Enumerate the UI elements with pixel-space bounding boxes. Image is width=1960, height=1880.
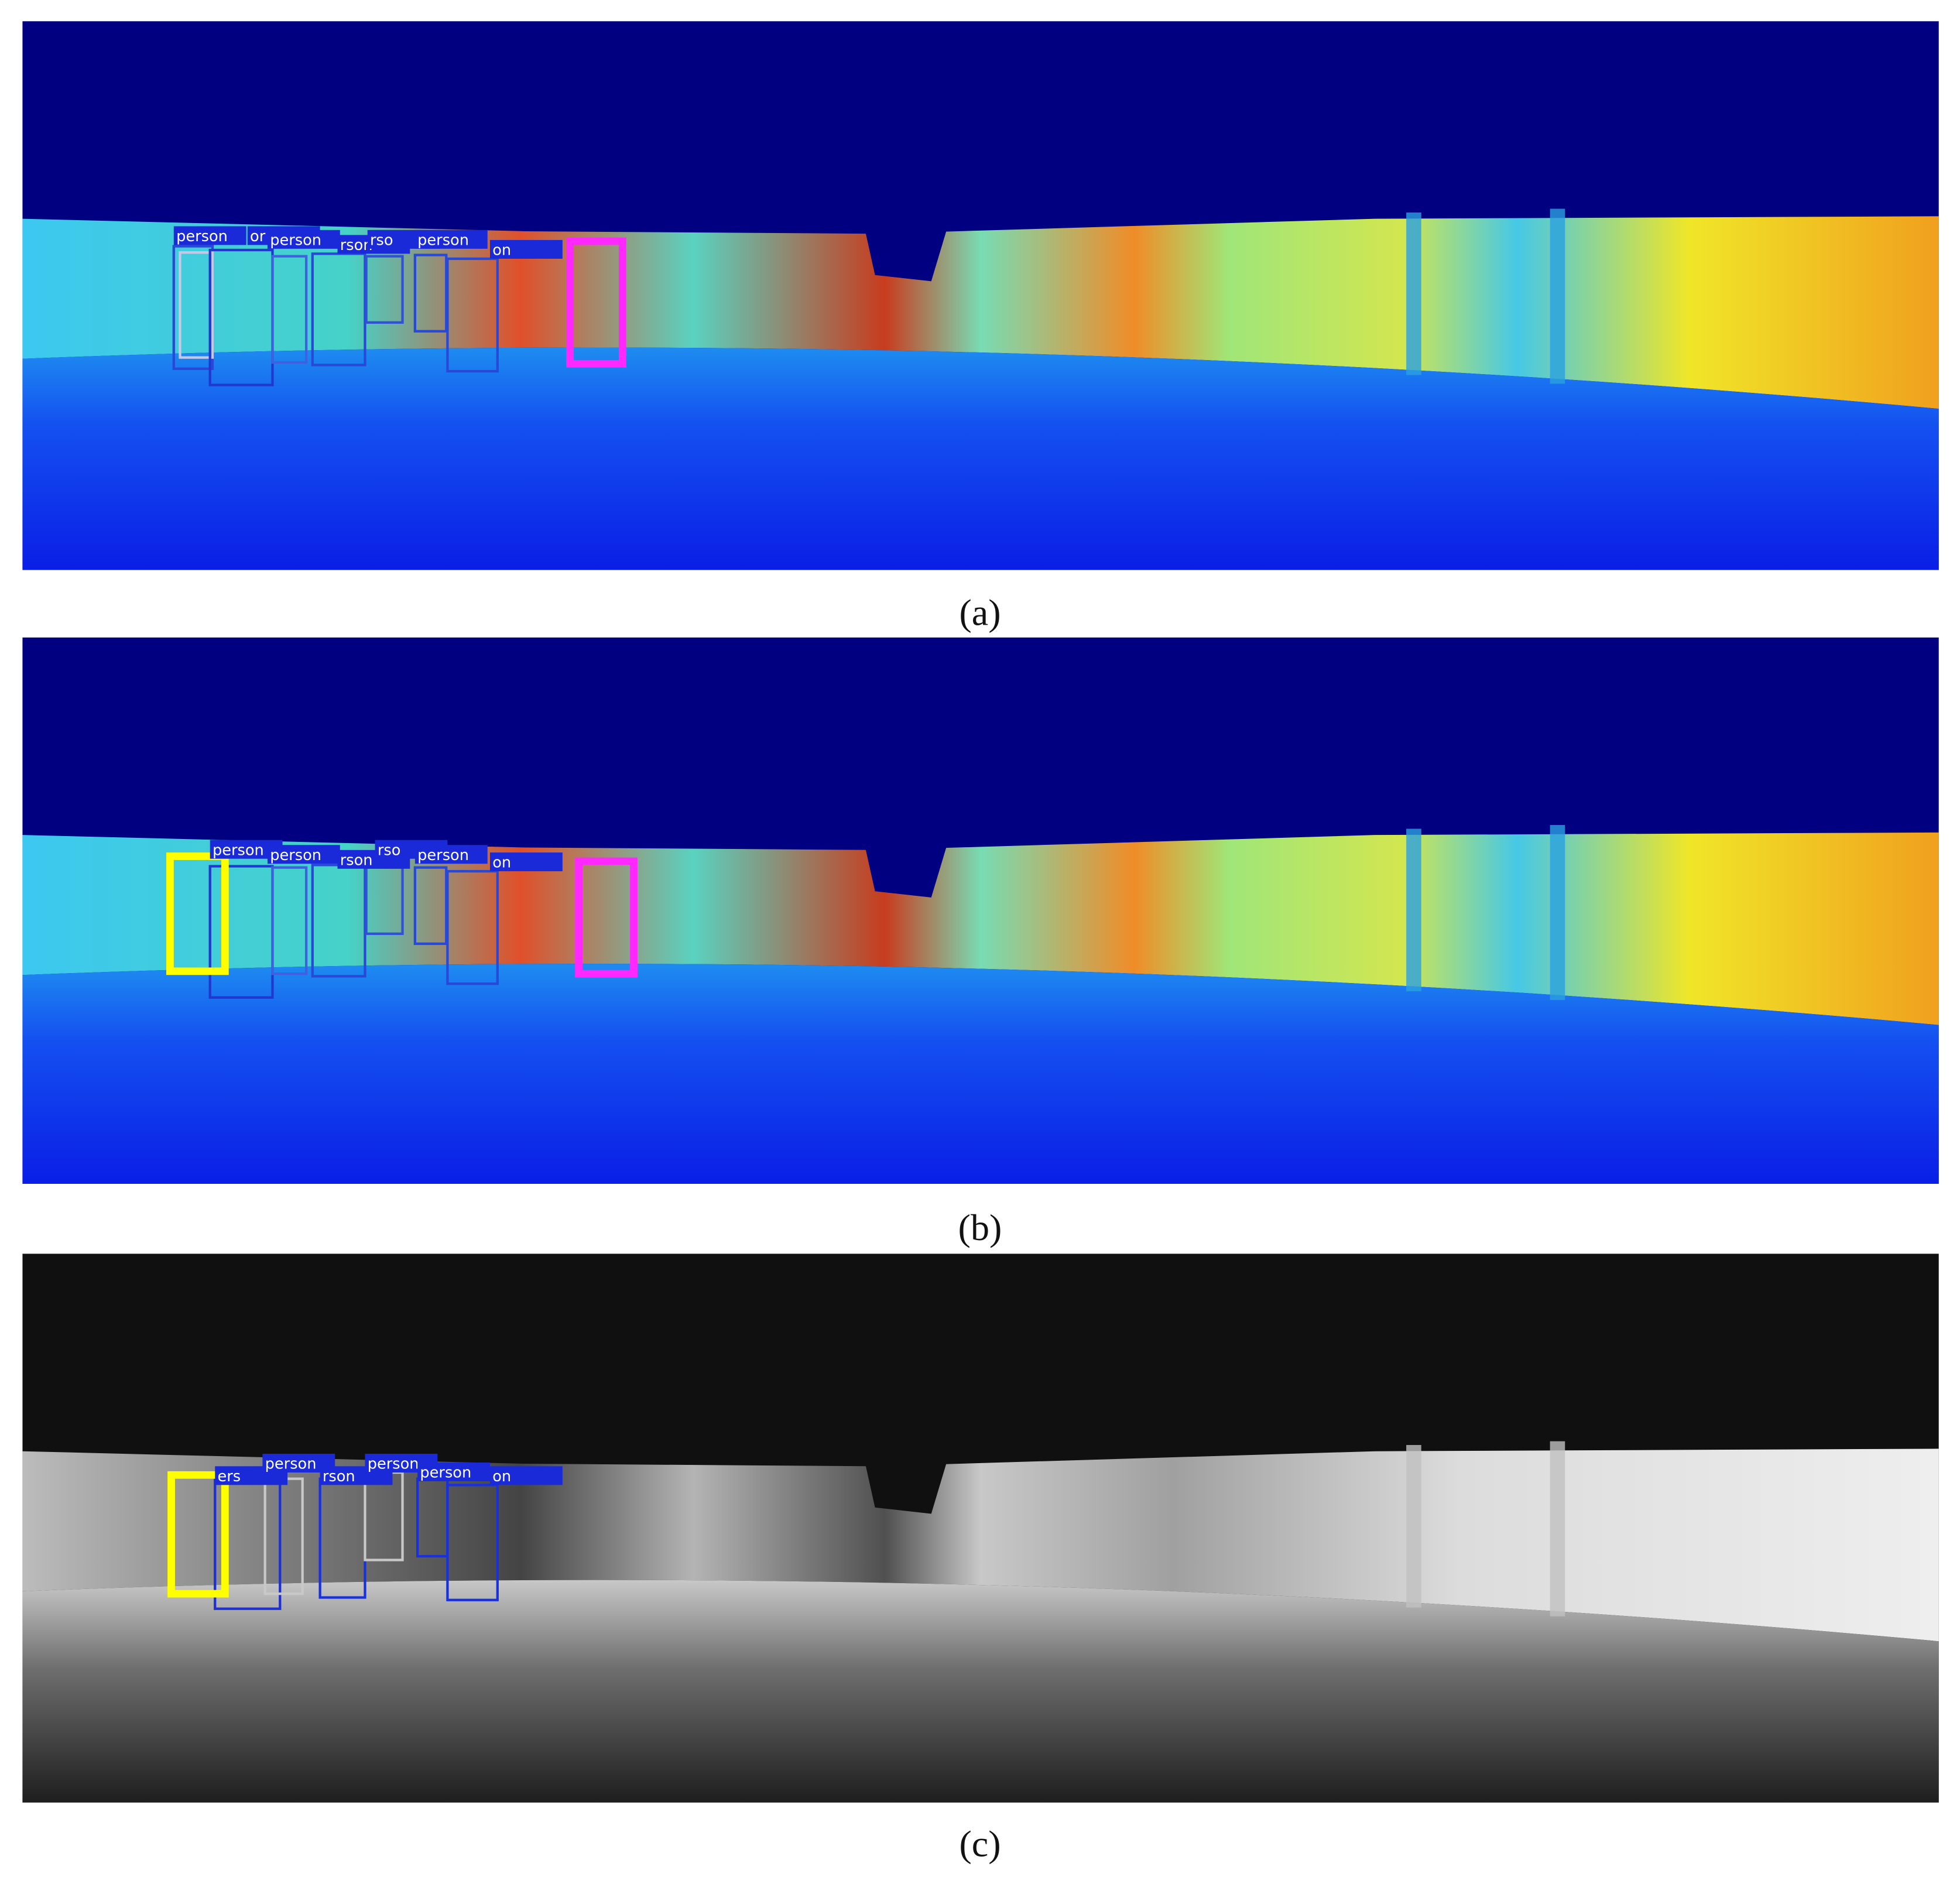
label-bg <box>267 230 340 249</box>
pole <box>1406 828 1421 992</box>
ground <box>22 964 1939 1184</box>
detection-box <box>179 251 214 359</box>
highlight-box <box>566 237 626 368</box>
box-label: person <box>417 231 469 249</box>
box-label: person <box>420 1464 471 1482</box>
detection-box <box>446 869 499 985</box>
detection-box <box>271 255 308 364</box>
detection-box <box>271 866 308 975</box>
gap <box>862 1451 950 1514</box>
label-bg <box>490 852 563 872</box>
box-label: on <box>492 1468 511 1485</box>
box-label: rso <box>370 231 393 249</box>
box-label: person <box>417 847 469 864</box>
box-label: on <box>492 854 511 872</box>
pole <box>1406 212 1421 375</box>
box-label: rson <box>340 237 373 254</box>
pole <box>1550 208 1565 384</box>
horizon-band <box>22 216 1939 409</box>
pole <box>1550 1441 1565 1617</box>
box-label: person <box>270 231 321 249</box>
box-label: person <box>265 1456 317 1473</box>
label-bg <box>173 226 246 245</box>
box-label: ers <box>218 1468 241 1485</box>
label-bg <box>414 845 488 864</box>
gap <box>862 218 950 282</box>
detection-box <box>446 1484 499 1601</box>
horizon-band <box>22 1448 1939 1642</box>
box-label: rso <box>378 841 401 859</box>
box-label: person <box>176 228 228 245</box>
label-bg <box>414 230 488 249</box>
box-label: on <box>492 242 511 259</box>
highlight-box <box>166 852 229 975</box>
label-bg <box>417 1462 490 1481</box>
label-bg <box>490 1466 563 1485</box>
horizon-band <box>22 832 1939 1025</box>
label-bg <box>267 845 340 864</box>
label-bg <box>490 239 563 259</box>
caption: (a) <box>959 591 1000 633</box>
caption: (b) <box>958 1207 1002 1248</box>
caption: (c) <box>959 1823 1000 1864</box>
box-label: rson <box>323 1468 355 1485</box>
detection-box <box>446 257 499 373</box>
box-label: person <box>270 847 321 864</box>
gap <box>862 835 950 898</box>
box-label: person <box>213 841 264 859</box>
box-label: or <box>250 228 266 245</box>
ground <box>22 1580 1939 1803</box>
box-label: person <box>368 1456 419 1473</box>
ground <box>22 347 1939 570</box>
highlight-box <box>167 1471 229 1598</box>
highlight-box <box>575 857 638 978</box>
pole <box>1550 825 1565 1000</box>
detection-box <box>365 255 404 324</box>
pole <box>1406 1445 1421 1608</box>
box-label: rson <box>340 851 373 869</box>
